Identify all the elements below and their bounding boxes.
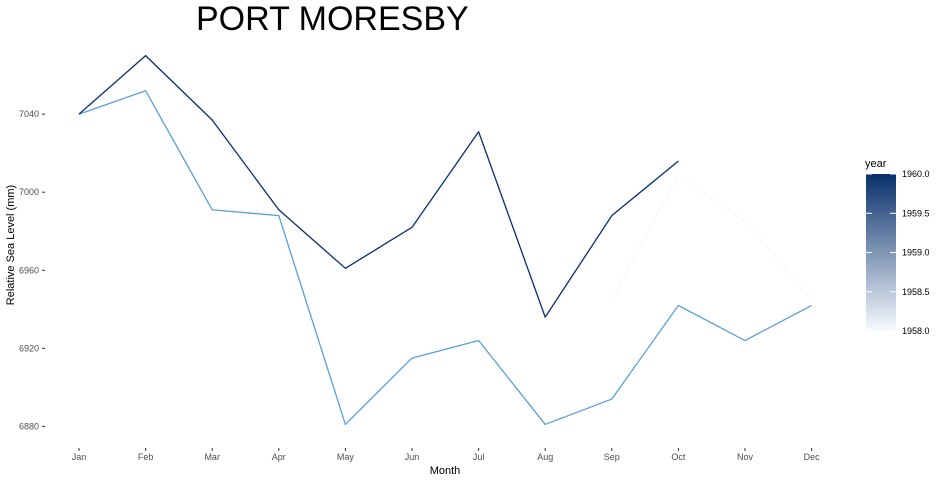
x-tick-label: Jul <box>473 452 485 462</box>
colorbar-tick-label: 1960.0 <box>902 169 930 179</box>
y-axis-title: Relative Sea Level (mm) <box>5 185 17 305</box>
x-tick-label: Dec <box>804 452 821 462</box>
x-tick-label: Sep <box>604 452 620 462</box>
y-tick-label: 6960 <box>19 265 39 275</box>
x-tick-label: Jun <box>405 452 420 462</box>
x-tick-label: May <box>337 452 355 462</box>
colorbar-legend: year 1958.0 1958.5 1959.0 1959.5 1960.0 <box>865 158 930 336</box>
series-line-1960 <box>78 54 679 318</box>
colorbar-tick-label: 1959.5 <box>902 208 930 218</box>
x-tick-label: Apr <box>272 452 286 462</box>
y-tick-label: 6920 <box>19 343 39 353</box>
chart-title: PORT MORESBY <box>196 0 469 38</box>
x-tick-label: Oct <box>671 452 686 462</box>
series-line-1959 <box>78 90 812 426</box>
x-tick-label: Jan <box>72 452 87 462</box>
y-tick-label: 7040 <box>19 109 39 119</box>
x-tick-label: Nov <box>737 452 754 462</box>
x-axis: Jan Feb Mar Apr May Jun Jul Aug Sep Oct Nov Dec <box>72 448 820 462</box>
x-axis-title: Month <box>430 465 461 477</box>
colorbar-tick-label: 1958.0 <box>902 326 930 336</box>
colorbar-tick-label: 1958.5 <box>902 287 930 297</box>
x-tick-label: Aug <box>537 452 553 462</box>
y-axis: 6880 6920 6960 7000 7040 <box>19 109 45 431</box>
x-tick-label: Feb <box>138 452 154 462</box>
series-line-1958 <box>611 174 813 300</box>
y-tick-label: 7000 <box>19 187 39 197</box>
colorbar-tick-label: 1959.0 <box>902 248 930 258</box>
x-tick-label: Mar <box>204 452 220 462</box>
legend-title: year <box>865 158 887 170</box>
series-layer <box>78 54 813 426</box>
y-tick-label: 6880 <box>19 421 39 431</box>
